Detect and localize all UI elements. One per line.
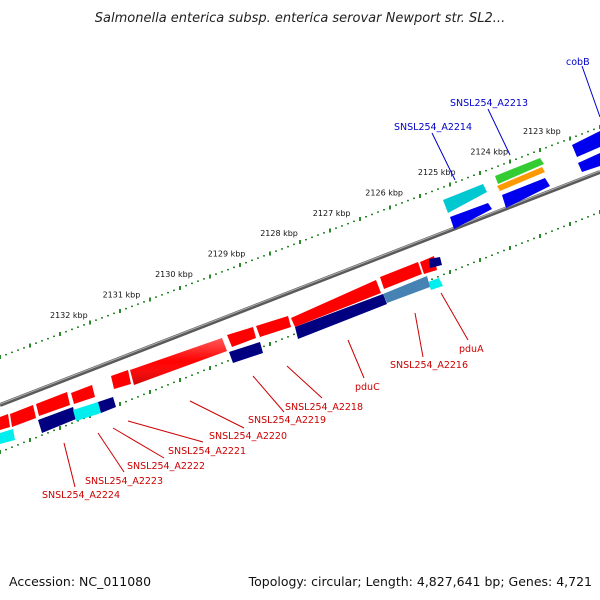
- gene-reverse-red-8[interactable]: [71, 385, 95, 404]
- tick-label-2129: 2129 kbp: [208, 250, 246, 259]
- label-line-A2224: [63, 442, 76, 488]
- forward-strand-genes: [443, 131, 600, 229]
- tick-label-2130: 2130 kbp: [155, 270, 193, 279]
- gene-reverse-steel[interactable]: [383, 276, 430, 303]
- tick-label-2127: 2127 kbp: [313, 209, 351, 218]
- gene-label-cobB[interactable]: cobB: [566, 57, 590, 68]
- gene-reverse-shade: [130, 338, 227, 385]
- label-line-A2213: [487, 108, 511, 156]
- gene-reverse-navy-4[interactable]: [38, 407, 76, 433]
- gene-reverse-cyan-1[interactable]: [428, 278, 443, 290]
- gene-reverse-red-4[interactable]: [256, 316, 291, 337]
- gene-reverse-red-11[interactable]: [0, 414, 10, 430]
- accession-text: Accession: NC_011080: [9, 574, 151, 589]
- summary-text: Topology: circular; Length: 4,827,641 bp…: [248, 574, 592, 589]
- gene-label-pduC[interactable]: pduC: [355, 382, 380, 393]
- gene-forward-orange[interactable]: [497, 167, 545, 191]
- tick-ring-outer: [0, 125, 600, 359]
- label-line-pduC: [347, 339, 365, 379]
- gene-label-A2216[interactable]: SNSL254_A2216: [390, 360, 468, 371]
- gene-label-A2213[interactable]: SNSL254_A2213: [450, 98, 528, 109]
- tick-label-2123: 2123 kbp: [523, 127, 561, 136]
- gene-reverse-red-2[interactable]: [380, 262, 422, 289]
- gene-label-A2221[interactable]: SNSL254_A2221: [168, 446, 246, 457]
- gene-reverse-navy-2[interactable]: [295, 294, 387, 339]
- gene-label-pduA[interactable]: pduA: [459, 344, 484, 355]
- tick-label-2131: 2131 kbp: [103, 291, 141, 300]
- gene-reverse-red-5[interactable]: [227, 327, 256, 347]
- gene-forward-blue-4[interactable]: [578, 153, 600, 172]
- gene-reverse-red-3[interactable]: [291, 280, 381, 327]
- tick-label-2128: 2128 kbp: [260, 229, 298, 238]
- label-line-A2222: [112, 427, 165, 459]
- label-line-A2221: [127, 420, 204, 443]
- reverse-strand-genes: [0, 256, 443, 444]
- gene-label-A2220[interactable]: SNSL254_A2220: [209, 431, 287, 442]
- tick-label-2124: 2124 kbp: [470, 147, 508, 156]
- gene-reverse-navy-3[interactable]: [229, 342, 263, 363]
- gene-label-A2222[interactable]: SNSL254_A2222: [127, 461, 205, 472]
- label-line-pduA: [440, 292, 469, 341]
- label-line-A2218: [286, 365, 323, 399]
- tick-labels: 2123 kbp 2124 kbp 2125 kbp 2126 kbp 2127 kbp…: [50, 127, 561, 320]
- gene-label-A2219[interactable]: SNSL254_A2219: [248, 415, 326, 426]
- tick-label-2125: 2125 kbp: [418, 168, 456, 177]
- map-title: Salmonella enterica subsp. enterica sero…: [95, 11, 505, 26]
- backbone-outer: [0, 170, 600, 407]
- gene-reverse-red-7[interactable]: [111, 370, 131, 389]
- label-line-A2220: [189, 400, 245, 429]
- gene-forward-green[interactable]: [495, 158, 544, 184]
- gene-forward-blue-2[interactable]: [502, 178, 550, 208]
- gene-reverse-navy-5[interactable]: [98, 397, 116, 413]
- label-lines: [63, 65, 600, 488]
- gene-reverse-cyan-2[interactable]: [73, 402, 101, 421]
- gene-forward-blue-3[interactable]: [572, 131, 600, 157]
- gene-labels: cobB SNSL254_A2213 SNSL254_A2214 pduA SN…: [42, 57, 590, 501]
- gene-reverse-red-9[interactable]: [36, 392, 70, 416]
- gene-label-A2218[interactable]: SNSL254_A2218: [285, 402, 363, 413]
- backbone-outer-highlight: [0, 170, 600, 405]
- gene-forward-blue-1[interactable]: [450, 203, 492, 229]
- label-line-A2219: [252, 375, 285, 413]
- label-line-A2214: [431, 132, 456, 181]
- label-line-A2223: [97, 432, 125, 473]
- gene-reverse-cyan-3[interactable]: [0, 429, 15, 444]
- gene-forward-cyan[interactable]: [443, 184, 487, 213]
- gene-label-A2224[interactable]: SNSL254_A2224: [42, 490, 120, 501]
- label-line-A2216: [414, 312, 424, 358]
- tick-label-2132: 2132 kbp: [50, 311, 88, 320]
- label-line-cobB: [581, 65, 600, 118]
- gene-reverse-navy-1[interactable]: [429, 257, 442, 268]
- gene-label-A2223[interactable]: SNSL254_A2223: [85, 476, 163, 487]
- gene-reverse-red-10[interactable]: [10, 405, 36, 427]
- tick-label-2126: 2126 kbp: [365, 188, 403, 197]
- gene-label-A2214[interactable]: SNSL254_A2214: [394, 122, 472, 133]
